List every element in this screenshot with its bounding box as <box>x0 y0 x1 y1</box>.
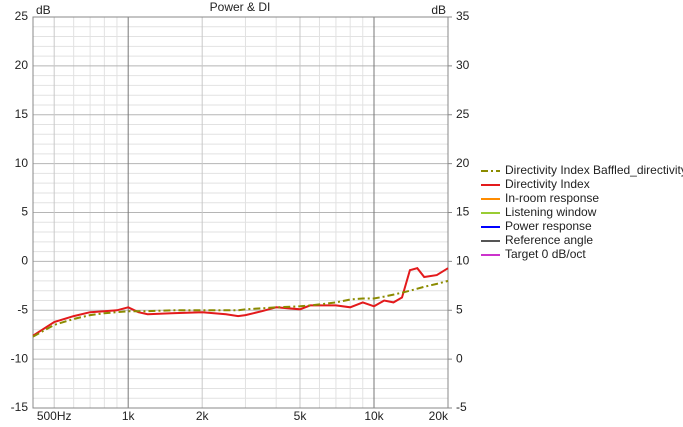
y-tick-label: 0 <box>21 254 28 268</box>
y2-tick-label: 0 <box>456 351 463 365</box>
x-tick-label: 10k <box>364 409 384 423</box>
legend-label: Directivity Index Baffled_directivity <box>505 163 683 177</box>
x-tick-label: 5k <box>294 409 308 423</box>
x-tick-label: 1k <box>122 409 136 423</box>
y2-tick-label: 30 <box>456 58 470 72</box>
y-tick-label: -15 <box>11 400 29 414</box>
y-tick-label: -5 <box>17 302 28 316</box>
y-tick-label: 10 <box>15 156 29 170</box>
y2-axis-label: dB <box>431 3 446 17</box>
legend-label: Reference angle <box>505 233 593 247</box>
x-tick-label: 2k <box>196 409 210 423</box>
legend-label: Target 0 dB/oct <box>505 247 586 261</box>
y2-tick-label: 35 <box>456 9 470 23</box>
legend-label: Directivity Index <box>505 177 590 191</box>
legend-label: Power response <box>505 219 592 233</box>
x-tick-label: 500Hz <box>37 409 72 423</box>
y2-tick-label: 20 <box>456 156 470 170</box>
y-tick-label: 5 <box>21 205 28 219</box>
y2-tick-label: 5 <box>456 302 463 316</box>
y2-tick-label: 25 <box>456 107 470 121</box>
x-tick-label: 20k <box>429 409 449 423</box>
series-line <box>32 267 449 337</box>
y-tick-label: -10 <box>11 351 29 365</box>
y-tick-label: 15 <box>15 107 29 121</box>
y-axis-label: dB <box>36 3 51 17</box>
y-tick-label: 25 <box>15 9 29 23</box>
legend-label: Listening window <box>505 205 597 219</box>
legend-label: In-room response <box>505 191 599 205</box>
chart-title: Power & DI <box>210 0 271 14</box>
y2-tick-label: 15 <box>456 205 470 219</box>
y2-tick-label: 10 <box>456 254 470 268</box>
y-tick-label: 20 <box>15 58 29 72</box>
plot-frame <box>32 16 449 409</box>
y2-tick-label: -5 <box>456 400 467 414</box>
